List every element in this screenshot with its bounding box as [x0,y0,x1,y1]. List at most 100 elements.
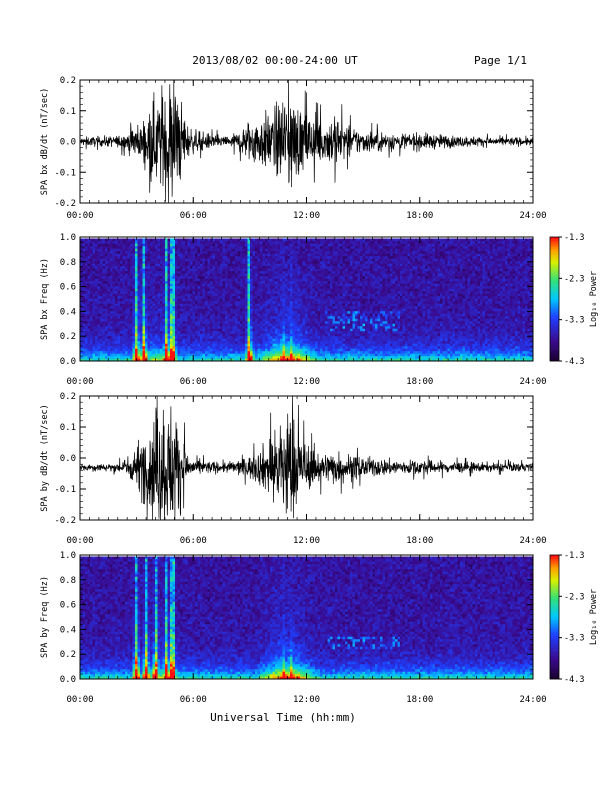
spectrogram-cell [207,356,211,359]
spectrogram-cell [92,243,96,247]
spectrogram-cell [112,243,116,247]
spectrogram-cell [190,261,193,264]
spectrogram-cell [220,328,223,332]
spectrogram-cell [237,281,241,284]
spectrogram-cell [245,271,248,274]
spectrogram-cell [192,333,196,337]
spectrogram-cell [200,241,203,244]
spectrogram-cell [202,323,206,327]
db-dt-trace [79,79,534,204]
spectrogram-cell [245,276,248,279]
spectrogram-cell [155,253,158,257]
spectrogram-cell [252,263,256,267]
spectrogram-cell [170,306,173,309]
spectrogram-cell [140,238,143,242]
spectrogram-cell [305,351,308,354]
spectrogram-cell [320,261,323,264]
spectrogram-cell [245,323,248,327]
spectrogram-cell [245,281,248,284]
spectrogram-cell [285,356,288,359]
spectrogram-cell [167,258,171,262]
spectrogram-cell [297,348,301,352]
spectrogram-cell [145,321,148,324]
spectrogram-cell [170,276,173,279]
spectrogram-cell [230,248,233,252]
spectrogram-cell [220,318,223,322]
spectrogram-cell [80,316,83,319]
spectrogram-cell [210,316,213,319]
spectrogram-cell [280,241,283,244]
spectrogram-cell [102,263,106,267]
spectrogram-cell [90,353,93,357]
spectrogram-cell [125,321,128,324]
spectrogram-cell [260,291,263,294]
spectrogram-cell [242,353,246,357]
spectrogram-cell [165,336,168,339]
spectrogram-cell [217,336,221,339]
spectrogram-cell [245,348,248,352]
spectrogram-cell [242,358,246,362]
spectrogram-cell [80,313,83,317]
spectrogram-cell [280,293,283,297]
spectrogram-cell [132,241,136,244]
spectrogram-cell [252,276,256,279]
spectrogram-cell [235,356,238,359]
y-tick-label: 0.1 [60,107,76,117]
spectrogram-cell [292,271,296,274]
spectrogram-cell [82,341,86,344]
spectrogram-cell [212,271,216,274]
spectrogram-cell [90,343,93,347]
spectrogram-cell [147,288,151,292]
spectrogram-cell [117,256,121,259]
spectrogram-cell [267,321,271,324]
spectrogram-cell [115,283,118,287]
spectrogram-cell [195,263,198,267]
spectrogram-cell [227,271,231,274]
spectrogram-cell [325,318,328,322]
spectrogram-cell [160,316,163,319]
spectrogram-cell [147,246,151,249]
spectrogram-cell [220,258,223,262]
spectrogram-cell [117,308,121,312]
spectrogram-cell [130,348,133,352]
spectrogram-cell [172,303,176,307]
spectrogram-cell [135,261,138,264]
spectrogram-cell [245,243,248,247]
spectrogram-cell [210,251,213,254]
spectrogram-cell [315,293,318,297]
spectrogram-cell [90,323,93,327]
spectrogram-cell [300,246,303,249]
spectrogram-cell [167,313,171,317]
spectrogram-cell [192,341,196,344]
spectrogram-cell [102,261,106,264]
spectrogram-cell [205,333,208,337]
spectrogram-cell [100,268,103,272]
spectrogram-cell [125,248,128,252]
spectrogram-cell [170,261,173,264]
spectrogram-cell [187,238,191,242]
spectrogram-cell [317,243,321,247]
spectrogram-cell [310,241,313,244]
spectrogram-cell [172,301,176,304]
spectrogram-cell [305,346,308,349]
spectrogram-cell [132,256,136,259]
spectrogram-cell [92,298,96,302]
spectrogram-cell [147,341,151,344]
spectrogram-cell [130,293,133,297]
spectrogram-cell [207,311,211,314]
spectrogram-cell [225,256,228,259]
spectrogram-cell [125,253,128,257]
spectrogram-cell [115,291,118,294]
spectrogram-cell [315,358,318,362]
spectrogram-cell [270,321,273,324]
spectrogram-cell [82,343,86,347]
spectrogram-cell [275,348,278,352]
spectrogram-cell [255,318,258,322]
spectrogram-cell [292,348,296,352]
spectrogram-cell [150,271,153,274]
spectrogram-cell [242,341,246,344]
spectrogram-cell [85,251,88,254]
spectrogram-cell [287,351,291,354]
spectrogram-cell [260,351,263,354]
spectrogram-cell [175,251,178,254]
